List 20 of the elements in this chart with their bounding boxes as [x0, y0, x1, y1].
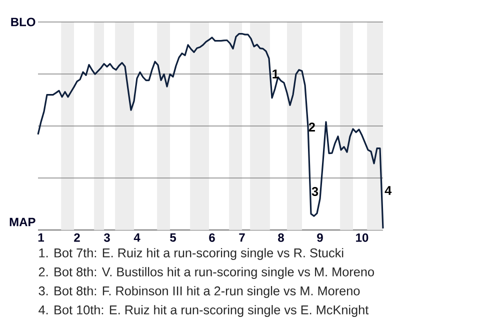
- x-tick-label: 9: [317, 233, 323, 242]
- text: 1. Bot 7th: E. Ruiz hit a run-scoring single vs R. Stucki: [39, 248, 344, 260]
- x-tick-label: 6: [209, 233, 215, 242]
- annotation: 3: [312, 187, 318, 196]
- x-tick-label: 5: [170, 233, 176, 242]
- x-tick-label: 10: [356, 233, 368, 242]
- text: 2. Bot 8th: V. Bustillos hit a run-scoring single vs M. Moreno: [38, 267, 374, 279]
- annotation: 2: [308, 122, 315, 132]
- x-tick-label: 2: [74, 233, 80, 242]
- x-tick-label: 8: [278, 233, 284, 242]
- text: 4: [384, 186, 392, 195]
- annotation: 1: [272, 70, 279, 78]
- x-tick-label: 7: [239, 233, 245, 242]
- text: MAP: [10, 218, 36, 226]
- text: BLO: [11, 18, 36, 26]
- x-tick-label: 4: [134, 233, 140, 242]
- text: 4. Bot 10th: E. Ruiz hit a run-scoring single vs E. McKnight: [38, 305, 369, 317]
- x-tick-label: 3: [104, 233, 110, 242]
- text: 3. Bot 8th: F. Robinson III hit a 2-run single vs M. Moreno: [38, 286, 360, 298]
- x-tick-label: 1: [38, 233, 44, 242]
